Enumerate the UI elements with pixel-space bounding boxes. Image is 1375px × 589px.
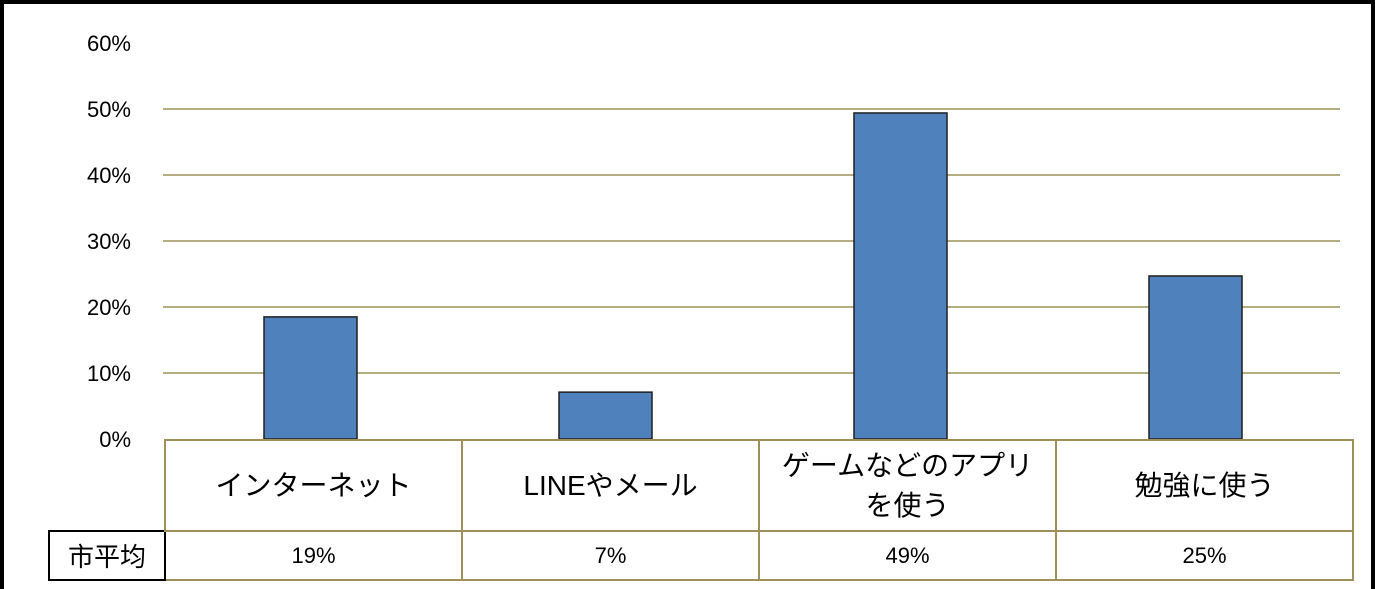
bar-1 bbox=[263, 316, 358, 440]
category-row: インターネット LINEやメール ゲームなどのアプリを使う 勉強に使う bbox=[49, 439, 1354, 532]
bar-2 bbox=[558, 391, 653, 440]
category-label: LINEやメール bbox=[523, 469, 698, 501]
category-cell: インターネット bbox=[164, 439, 463, 532]
category-label: 勉強に使う bbox=[1134, 469, 1275, 501]
data-table: インターネット LINEやメール ゲームなどのアプリを使う 勉強に使う 市平均 … bbox=[48, 439, 1354, 581]
y-axis-tick-labels: 0% 10% 20% 30% 40% 50% 60% bbox=[87, 31, 131, 452]
category-label: ゲームなどのアプリを使う bbox=[781, 449, 1034, 521]
gridlines bbox=[163, 108, 1340, 374]
y-tick-label: 40% bbox=[87, 163, 131, 188]
bar-4 bbox=[1148, 275, 1243, 440]
bars bbox=[263, 112, 1243, 440]
bar-3 bbox=[853, 112, 948, 440]
category-cell: ゲームなどのアプリを使う bbox=[758, 439, 1057, 532]
table-corner-cell bbox=[49, 440, 165, 531]
y-tick-label: 60% bbox=[87, 31, 131, 56]
value-cell: 7% bbox=[461, 530, 760, 581]
category-cell: LINEやメール bbox=[461, 439, 760, 532]
value-cell: 19% bbox=[164, 530, 463, 581]
y-tick-label: 20% bbox=[87, 295, 131, 320]
value-cell: 25% bbox=[1055, 530, 1354, 581]
y-tick-label: 0% bbox=[99, 427, 131, 452]
value-cell: 49% bbox=[758, 530, 1057, 581]
y-tick-label: 10% bbox=[87, 361, 131, 386]
y-tick-label: 50% bbox=[87, 97, 131, 122]
category-cell: 勉強に使う bbox=[1055, 439, 1354, 532]
y-tick-label: 30% bbox=[87, 229, 131, 254]
value-row: 市平均 19% 7% 49% 25% bbox=[48, 530, 1354, 581]
category-label: インターネット bbox=[215, 469, 412, 501]
series-row-label: 市平均 bbox=[48, 530, 166, 581]
